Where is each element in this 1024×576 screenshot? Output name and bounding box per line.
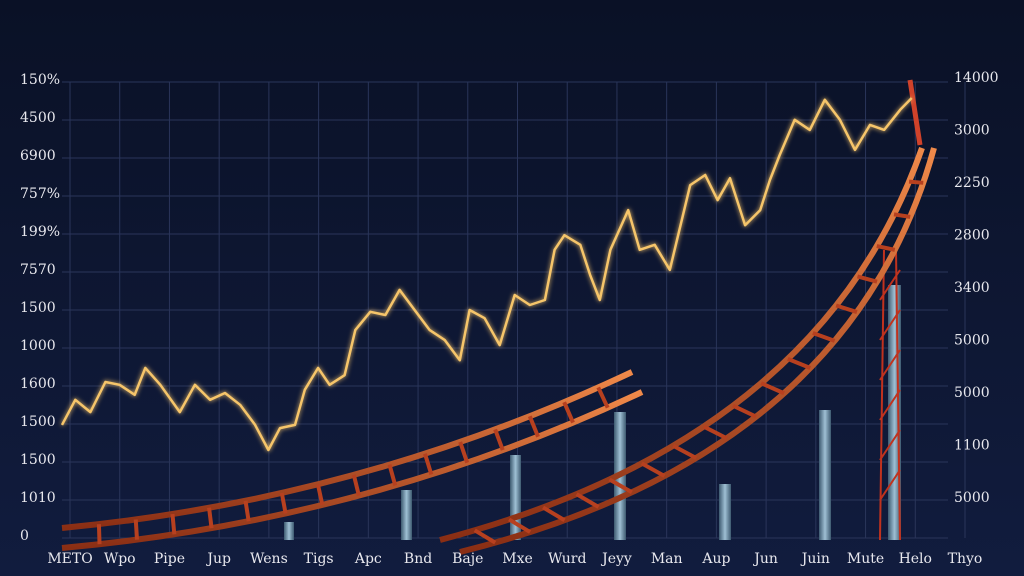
tie xyxy=(315,483,325,506)
tie xyxy=(608,477,633,495)
tower xyxy=(879,249,901,541)
tie xyxy=(856,274,878,284)
left-axis-label: 1600 xyxy=(20,376,56,392)
left-axis-label: 1500 xyxy=(20,414,56,430)
right-axis-label: 2250 xyxy=(954,175,990,191)
rail xyxy=(61,389,644,551)
rail xyxy=(61,369,634,531)
pillar xyxy=(719,484,731,540)
tie xyxy=(508,517,532,534)
pillar xyxy=(819,410,831,540)
tie xyxy=(562,401,575,424)
tie xyxy=(876,244,896,252)
left-axis-label: 4500 xyxy=(20,110,56,126)
right-axis-label: 1100 xyxy=(954,438,990,454)
tie xyxy=(596,386,610,409)
tower-top xyxy=(907,79,923,146)
tie xyxy=(542,505,566,522)
x-axis-label: Wpo xyxy=(104,551,136,567)
tie xyxy=(423,453,434,476)
x-axis-label: Baje xyxy=(452,551,483,567)
right-axis-label: 14000 xyxy=(954,70,999,86)
tie xyxy=(351,474,361,497)
right-axis-label: 5000 xyxy=(954,385,990,401)
left-axis-label: 7570 xyxy=(20,262,56,278)
x-axis-label: Aup xyxy=(701,551,730,567)
left-axis-label: 199% xyxy=(20,224,60,240)
right-axis-label: 3400 xyxy=(954,280,990,296)
tie xyxy=(493,428,505,451)
tie xyxy=(835,303,858,314)
left-axis-label: 1500 xyxy=(20,452,56,468)
x-axis-label: Juin xyxy=(800,551,830,567)
x-axis-label: Wens xyxy=(250,551,288,567)
pillar xyxy=(401,490,412,540)
right-axis-label: 5000 xyxy=(954,490,990,506)
left-axis-label: 1010 xyxy=(20,490,56,506)
x-axis-label: METO xyxy=(47,551,92,567)
x-axis-label: Jup xyxy=(205,551,231,567)
left-axis-label: 757% xyxy=(20,186,60,202)
plot xyxy=(60,97,913,452)
tie xyxy=(787,357,812,370)
left-axis-label: 0 xyxy=(20,528,29,544)
left-axis-label: 1500 xyxy=(20,300,56,316)
roller-coaster xyxy=(61,79,937,555)
right-axis-label: 2800 xyxy=(954,228,990,244)
x-axis-label: Apc xyxy=(354,551,382,567)
x-axis-label: Tigs xyxy=(304,551,334,567)
tie xyxy=(170,513,177,535)
tie xyxy=(279,492,288,514)
x-axis-label: Pipe xyxy=(154,551,185,567)
pillar xyxy=(510,455,521,540)
right-axis-label: 5000 xyxy=(954,333,990,349)
tie xyxy=(732,403,758,419)
tie xyxy=(473,528,497,545)
x-axis-label: Jun xyxy=(752,551,778,567)
tie xyxy=(812,331,836,343)
x-axis-label: Jeyy xyxy=(600,551,632,567)
right-axis-label: 3000 xyxy=(954,123,990,139)
tie xyxy=(387,464,398,486)
x-axis-label: Man xyxy=(651,551,683,567)
x-axis-label: Wurd xyxy=(548,551,587,567)
rail xyxy=(439,147,925,543)
tie xyxy=(527,415,540,438)
x-axis-label: Helo xyxy=(899,551,932,567)
x-axis-label: Mxe xyxy=(502,551,533,567)
tie xyxy=(96,524,102,545)
tie xyxy=(207,507,214,529)
tie xyxy=(702,424,728,441)
tie xyxy=(458,441,470,464)
data-line xyxy=(60,97,913,452)
axis-labels: 150% 4500 6900 757% 199% 7570 1500 1000 1600 1500… xyxy=(20,70,999,567)
x-axis-label: Mute xyxy=(847,551,884,567)
pillars xyxy=(284,79,923,541)
left-axis-label: 6900 xyxy=(20,148,56,164)
tie xyxy=(133,519,139,540)
tie xyxy=(672,443,698,460)
tie xyxy=(243,500,251,522)
tie xyxy=(908,179,924,185)
pillar xyxy=(284,522,294,540)
left-axis-label: 150% xyxy=(20,72,60,88)
x-axis-label: Thyo xyxy=(948,551,983,567)
x-axis-label: Bnd xyxy=(404,551,432,567)
tie xyxy=(760,381,785,396)
left-axis-label: 1000 xyxy=(20,338,56,354)
tie xyxy=(893,212,911,219)
tie xyxy=(640,461,666,478)
tie xyxy=(575,492,600,509)
